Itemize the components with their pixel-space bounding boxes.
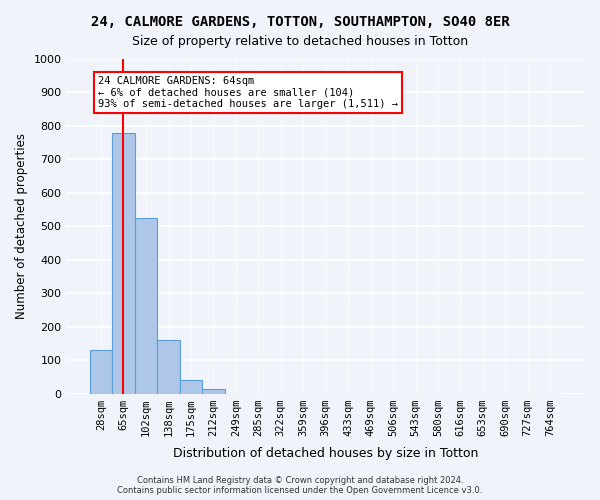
Bar — [202, 389, 224, 394]
Bar — [135, 218, 157, 394]
X-axis label: Distribution of detached houses by size in Totton: Distribution of detached houses by size … — [173, 447, 478, 460]
Bar — [112, 132, 135, 394]
Bar — [157, 340, 180, 394]
Text: Size of property relative to detached houses in Totton: Size of property relative to detached ho… — [132, 35, 468, 48]
Bar — [180, 380, 202, 394]
Y-axis label: Number of detached properties: Number of detached properties — [15, 134, 28, 320]
Text: Contains HM Land Registry data © Crown copyright and database right 2024.
Contai: Contains HM Land Registry data © Crown c… — [118, 476, 482, 495]
Text: 24 CALMORE GARDENS: 64sqm
← 6% of detached houses are smaller (104)
93% of semi-: 24 CALMORE GARDENS: 64sqm ← 6% of detach… — [98, 76, 398, 109]
Bar — [90, 350, 112, 394]
Text: 24, CALMORE GARDENS, TOTTON, SOUTHAMPTON, SO40 8ER: 24, CALMORE GARDENS, TOTTON, SOUTHAMPTON… — [91, 15, 509, 29]
